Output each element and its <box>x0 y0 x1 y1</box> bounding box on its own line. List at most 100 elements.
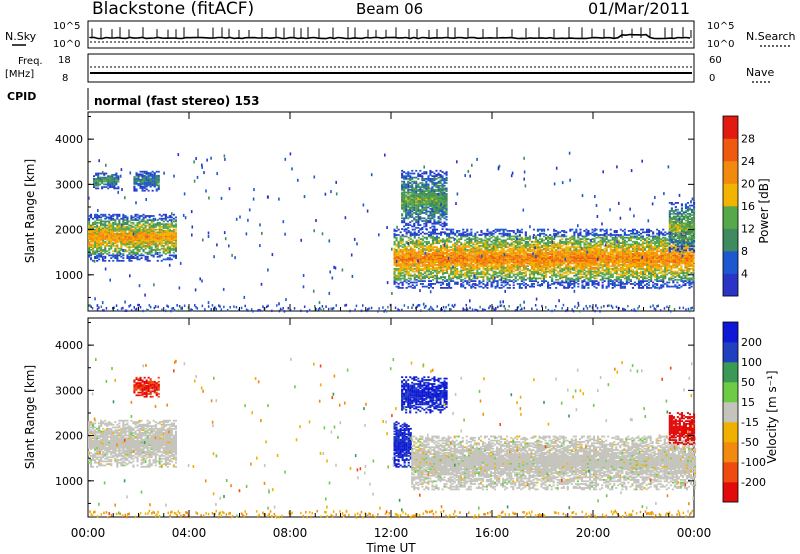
heatmap-cell <box>611 236 614 239</box>
heatmap-cell <box>104 234 107 236</box>
heatmap-cell <box>450 230 453 232</box>
heatmap-cell <box>506 264 509 266</box>
heatmap-cell <box>569 269 572 272</box>
heatmap-cell <box>514 269 517 272</box>
heatmap-cell <box>393 269 396 272</box>
heatmap-cell <box>559 250 562 253</box>
heatmap-cell <box>565 235 568 238</box>
heatmap-cell <box>110 223 113 226</box>
heatmap-cell <box>407 239 410 242</box>
heatmap-cell <box>137 176 140 178</box>
heatmap-cell <box>595 264 598 266</box>
heatmap-cell <box>158 231 161 234</box>
heatmap-cell <box>506 242 509 245</box>
heatmap-cell <box>605 273 608 276</box>
heatmap-cell <box>154 250 157 253</box>
heatmap-cell <box>547 247 550 250</box>
heatmap-cell <box>172 217 175 220</box>
heatmap-cell <box>99 176 102 179</box>
heatmap-cell <box>551 251 554 254</box>
heatmap-cell <box>124 236 127 239</box>
heatmap-cell <box>147 184 150 187</box>
heatmap-cell <box>413 277 416 280</box>
heatmap-cell <box>431 251 434 254</box>
heatmap-cell <box>468 269 471 272</box>
heatmap-cell <box>142 245 145 247</box>
heatmap-cell <box>146 255 149 258</box>
heatmap-cell <box>605 272 608 274</box>
heatmap-cell <box>152 226 155 228</box>
heatmap-cell <box>583 250 586 253</box>
heatmap-cell <box>510 276 513 278</box>
heatmap-cell <box>470 239 473 242</box>
heatmap-cell <box>468 266 471 269</box>
heatmap-cell <box>104 230 107 232</box>
heatmap-cell <box>543 258 546 261</box>
heatmap-cell <box>136 224 139 227</box>
heatmap-cell <box>411 234 414 236</box>
heatmap-cell <box>423 277 426 280</box>
heatmap-cell <box>516 255 519 258</box>
heatmap-cell <box>433 261 436 264</box>
heatmap-cell <box>603 240 606 243</box>
heatmap-cell <box>403 261 406 264</box>
heatmap-cell <box>520 228 523 231</box>
heatmap-cell <box>154 226 157 228</box>
heatmap-cell <box>164 243 167 246</box>
heatmap-cell <box>547 242 550 245</box>
heatmap-cell <box>108 223 111 226</box>
heatmap-cell <box>403 269 406 272</box>
heatmap-cell <box>146 224 149 227</box>
heatmap-cell <box>617 239 620 242</box>
heatmap-cell <box>534 240 537 243</box>
heatmap-cell <box>96 255 99 258</box>
heatmap-cell <box>512 266 515 269</box>
heatmap-cell <box>613 239 616 242</box>
heatmap-cell <box>613 269 616 272</box>
heatmap-cell <box>149 178 152 181</box>
heatmap-cell <box>120 227 123 230</box>
heatmap-cell <box>472 268 475 270</box>
heatmap-cell <box>150 232 153 235</box>
heatmap-cell <box>494 243 497 246</box>
heatmap-cell <box>174 243 177 246</box>
heatmap-cell <box>476 239 479 242</box>
heatmap-cell <box>587 250 590 253</box>
heatmap-cell <box>536 228 539 231</box>
heatmap-cell <box>478 266 481 269</box>
heatmap-cell <box>603 254 606 257</box>
heatmap-cell <box>609 273 612 276</box>
heatmap-cell <box>442 251 445 254</box>
heatmap-cell <box>448 232 451 235</box>
heatmap-cell <box>484 254 487 257</box>
heatmap-cell <box>506 283 509 285</box>
heatmap-cell <box>603 277 606 280</box>
heatmap-cell <box>522 266 525 269</box>
heatmap-cell <box>146 239 149 242</box>
heatmap-cell <box>488 259 491 262</box>
heatmap-cell <box>539 251 542 254</box>
heatmap-cell <box>122 219 125 221</box>
heatmap-cell <box>510 269 513 272</box>
heatmap-cell <box>599 261 602 264</box>
heatmap-cell <box>419 278 422 281</box>
heatmap-cell <box>431 278 434 281</box>
heatmap-cell <box>427 262 430 265</box>
heatmap-cell <box>579 257 582 259</box>
heatmap-cell <box>405 287 408 289</box>
heatmap-cell <box>573 265 576 268</box>
heatmap-cell <box>97 183 100 186</box>
heatmap-cell <box>106 250 109 253</box>
heatmap-cell <box>95 178 98 180</box>
heatmap-cell <box>573 249 576 251</box>
heatmap-cell <box>603 261 606 264</box>
heatmap-cell <box>569 281 572 284</box>
heatmap-cell <box>138 254 141 257</box>
heatmap-cell <box>504 266 507 269</box>
heatmap-cell <box>579 264 582 266</box>
heatmap-cell <box>135 174 138 177</box>
heatmap-cell <box>126 221 129 224</box>
heatmap-cell <box>104 238 107 240</box>
heatmap-cell <box>118 228 121 231</box>
heatmap-cell <box>615 262 618 265</box>
